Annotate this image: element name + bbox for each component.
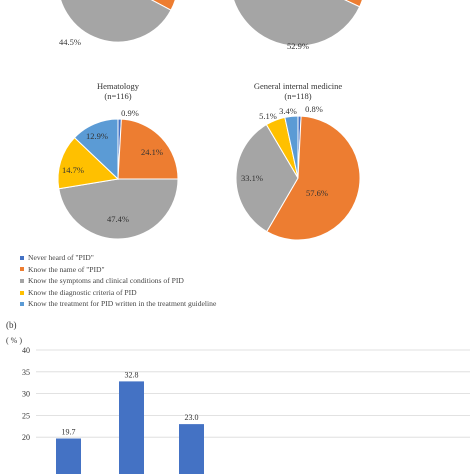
legend-label: Know the diagnostic criteria of PID bbox=[28, 287, 137, 297]
pie-slice bbox=[117, 118, 179, 180]
y-axis-unit: ( % ) bbox=[6, 336, 22, 345]
bar bbox=[119, 381, 144, 474]
legend-swatch bbox=[20, 255, 24, 260]
y-tick-label: 35 bbox=[22, 368, 30, 377]
pie-value-label: 0.9% bbox=[121, 108, 139, 118]
legend: Never heard of "PID" Know the name of "PI… bbox=[20, 252, 460, 310]
pie-slice bbox=[57, 136, 120, 190]
pie-value-label: 3.4% bbox=[279, 106, 297, 116]
legend-label: Never heard of "PID" bbox=[28, 253, 94, 262]
legend-item: Know the name of "PID" bbox=[20, 264, 460, 276]
legend-item: Never heard of "PID" bbox=[20, 252, 460, 264]
pie-title: Hematology bbox=[97, 81, 140, 91]
pie-value-label: 12.9% bbox=[86, 131, 108, 141]
bar-value-label: 19.7 bbox=[62, 428, 76, 437]
pie-value-label: 24.1% bbox=[141, 147, 163, 157]
bar bbox=[56, 438, 81, 474]
pie-subtitle: (n=118) bbox=[284, 91, 311, 101]
pie-value-label: 47.4% bbox=[107, 214, 129, 224]
y-tick-label: 20 bbox=[22, 433, 30, 442]
pie-slice bbox=[266, 115, 361, 241]
pie-value-label: 14.7% bbox=[62, 165, 84, 175]
pie-value-label: 52.9% bbox=[287, 41, 309, 51]
legend-swatch bbox=[20, 267, 24, 272]
y-tick-label: 40 bbox=[22, 346, 30, 355]
legend-label: Know the symptoms and clinical condition… bbox=[28, 276, 184, 286]
y-tick-label: 25 bbox=[22, 411, 30, 420]
bar-value-label: 23.0 bbox=[185, 413, 199, 422]
y-tick-label: 30 bbox=[22, 390, 30, 399]
pie-value-label: 57.6% bbox=[306, 188, 328, 198]
pie-slice bbox=[73, 118, 119, 181]
legend-item: Know the symptoms and clinical condition… bbox=[20, 275, 460, 287]
legend-swatch bbox=[20, 290, 24, 295]
pie-value-label: 5.1% bbox=[259, 111, 277, 121]
pie-subtitle: (n=116) bbox=[104, 91, 131, 101]
pie-slice bbox=[235, 123, 299, 233]
pie-value-label: 33.1% bbox=[241, 173, 263, 183]
pie-chart-hematology: 0.9% 24.1% 47.4% 14.7% 12.9% bbox=[57, 108, 179, 240]
bar-value-label: 32.8 bbox=[125, 370, 139, 379]
pie-chart-general-internal-medicine: 0.8% 57.6% 33.1% 5.1% 3.4% bbox=[235, 104, 361, 241]
legend-item: Know the treatment for PID written in th… bbox=[20, 298, 460, 310]
pie-value-label: 0.8% bbox=[305, 104, 323, 114]
pie-chart-top-left: 44.5% bbox=[59, 0, 176, 47]
pie-chart-top-right: 52.9% bbox=[233, 0, 363, 51]
bar-chart: 40 35 30 25 20 19.7 32.8 23.0 bbox=[22, 346, 470, 474]
legend-item: Know the diagnostic criteria of PID bbox=[20, 287, 460, 299]
bar bbox=[179, 424, 204, 474]
pie-slice bbox=[58, 178, 179, 240]
panel-label: (b) bbox=[6, 320, 17, 330]
legend-label: Know the name of "PID" bbox=[28, 264, 105, 274]
legend-swatch bbox=[20, 278, 24, 283]
pie-slice bbox=[60, 0, 172, 43]
pie-slice bbox=[233, 0, 361, 47]
pie-value-label: 44.5% bbox=[59, 37, 81, 47]
legend-swatch bbox=[20, 302, 24, 307]
legend-label: Know the treatment for PID written in th… bbox=[28, 299, 217, 309]
pie-slice bbox=[284, 115, 299, 179]
pie-title: General internal medicine bbox=[254, 81, 342, 91]
